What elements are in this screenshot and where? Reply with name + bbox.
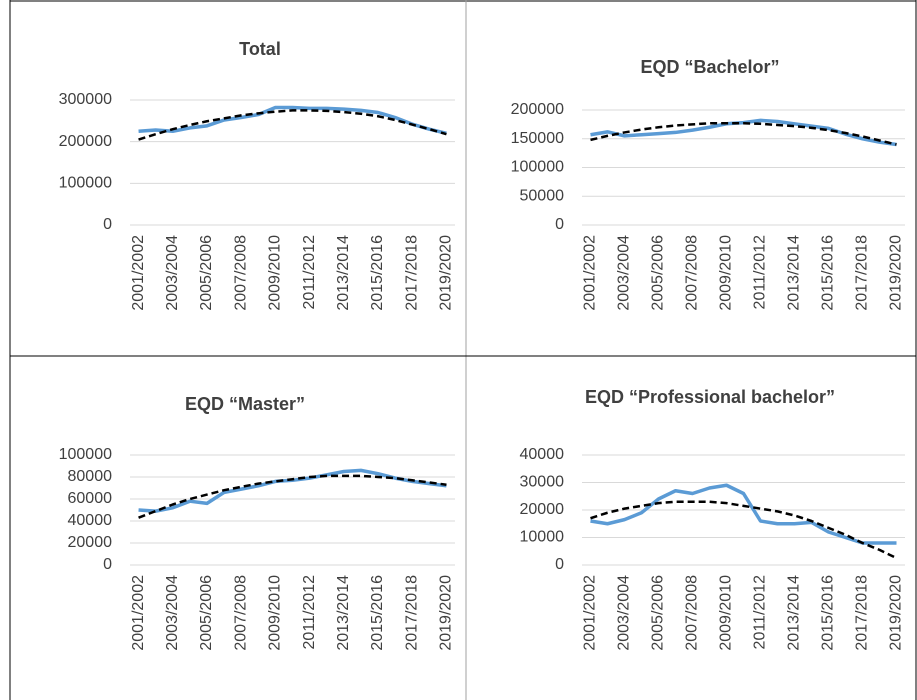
y-tick-label: 80000 bbox=[68, 468, 113, 485]
x-tick-label: 2009/2010 bbox=[267, 575, 284, 651]
y-tick-label: 0 bbox=[555, 556, 564, 573]
series-line bbox=[138, 109, 447, 141]
x-tick-label: 2017/2018 bbox=[854, 235, 871, 311]
x-tick-label: 2013/2014 bbox=[335, 575, 352, 651]
x-tick-label: 2007/2008 bbox=[684, 575, 701, 651]
x-tick-label: 2001/2002 bbox=[130, 235, 147, 311]
y-tick-label: 0 bbox=[103, 556, 112, 573]
x-tick-label: 2019/2020 bbox=[438, 235, 455, 311]
y-tick-label: 150000 bbox=[511, 130, 564, 147]
x-tick-label: 2007/2008 bbox=[232, 235, 249, 311]
y-tick-label: 100000 bbox=[59, 446, 112, 463]
x-tick-label: 2001/2002 bbox=[582, 575, 599, 651]
x-tick-label: 2017/2018 bbox=[854, 575, 871, 651]
chart-title: Total bbox=[239, 39, 281, 59]
x-tick-label: 2005/2006 bbox=[198, 235, 215, 311]
x-tick-label: 2009/2010 bbox=[718, 235, 735, 311]
chart-title: EQD “Professional bachelor” bbox=[585, 387, 835, 407]
x-tick-label: 2011/2012 bbox=[301, 235, 318, 310]
chart-title: EQD “Bachelor” bbox=[640, 57, 779, 77]
x-tick-label: 2011/2012 bbox=[752, 235, 769, 310]
x-tick-label: 2007/2008 bbox=[684, 235, 701, 311]
x-tick-label: 2013/2014 bbox=[335, 235, 352, 311]
x-tick-label: 2003/2004 bbox=[164, 235, 181, 311]
y-tick-label: 30000 bbox=[520, 474, 565, 491]
x-tick-label: 2019/2020 bbox=[888, 235, 905, 311]
x-tick-label: 2019/2020 bbox=[438, 575, 455, 651]
x-tick-label: 2003/2004 bbox=[616, 575, 633, 651]
x-tick-label: 2005/2006 bbox=[650, 575, 667, 651]
series-line bbox=[138, 474, 447, 519]
y-tick-label: 20000 bbox=[68, 534, 113, 551]
x-tick-label: 2001/2002 bbox=[130, 575, 147, 651]
x-tick-label: 2003/2004 bbox=[164, 575, 181, 651]
x-tick-label: 2009/2010 bbox=[718, 575, 735, 651]
y-tick-label: 0 bbox=[555, 216, 564, 233]
x-tick-label: 2009/2010 bbox=[267, 235, 284, 311]
x-tick-label: 2001/2002 bbox=[582, 235, 599, 311]
series-line bbox=[590, 500, 898, 560]
x-tick-label: 2005/2006 bbox=[650, 235, 667, 311]
x-tick-label: 2013/2014 bbox=[786, 235, 803, 311]
y-tick-label: 40000 bbox=[520, 446, 565, 463]
y-tick-label: 40000 bbox=[68, 512, 113, 529]
y-tick-label: 0 bbox=[103, 216, 112, 233]
x-tick-label: 2007/2008 bbox=[232, 575, 249, 651]
x-tick-label: 2015/2016 bbox=[820, 235, 837, 311]
x-tick-label: 2017/2018 bbox=[403, 575, 420, 651]
x-tick-label: 2019/2020 bbox=[888, 575, 905, 651]
y-tick-label: 100000 bbox=[59, 175, 112, 192]
y-tick-label: 100000 bbox=[511, 159, 564, 176]
x-tick-label: 2011/2012 bbox=[752, 575, 769, 650]
y-tick-label: 60000 bbox=[68, 490, 113, 507]
x-tick-label: 2013/2014 bbox=[786, 575, 803, 651]
series-line bbox=[590, 121, 897, 146]
x-tick-label: 2015/2016 bbox=[369, 575, 386, 651]
y-tick-label: 20000 bbox=[520, 501, 565, 518]
y-tick-label: 10000 bbox=[520, 529, 565, 546]
y-tick-label: 300000 bbox=[59, 91, 112, 108]
chart-title: EQD “Master” bbox=[185, 394, 305, 414]
series-line bbox=[138, 105, 447, 136]
y-tick-label: 200000 bbox=[511, 101, 564, 118]
x-tick-label: 2005/2006 bbox=[198, 575, 215, 651]
x-tick-label: 2011/2012 bbox=[301, 575, 318, 650]
x-tick-label: 2003/2004 bbox=[616, 235, 633, 311]
y-tick-label: 200000 bbox=[59, 133, 112, 150]
y-tick-label: 50000 bbox=[520, 187, 565, 204]
x-tick-label: 2015/2016 bbox=[369, 235, 386, 311]
series-line bbox=[590, 483, 897, 545]
x-tick-label: 2015/2016 bbox=[820, 575, 837, 651]
x-tick-label: 2017/2018 bbox=[403, 235, 420, 311]
